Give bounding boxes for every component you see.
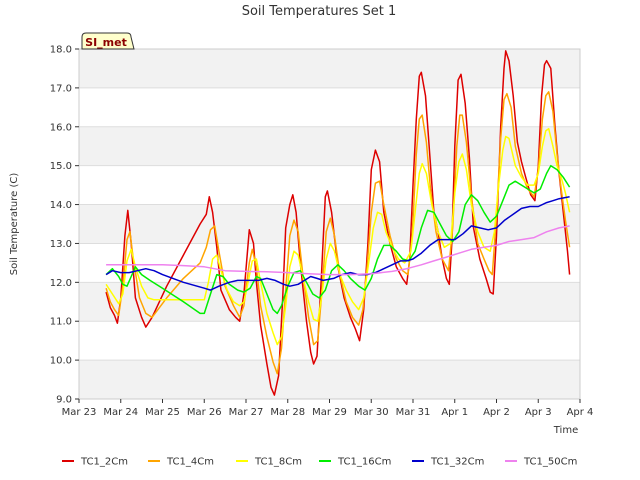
grid-band bbox=[79, 126, 580, 166]
y-tick-label: 13.0 bbox=[50, 239, 72, 250]
grid-band bbox=[79, 360, 580, 399]
grid-bands bbox=[79, 48, 580, 400]
y-tick-label: 18.0 bbox=[50, 45, 72, 56]
y-tick-label: 10.0 bbox=[50, 356, 72, 367]
y-tick-label: 12.0 bbox=[50, 278, 72, 289]
x-axis-ticks: Mar 23 Mar 24 Mar 25 Mar 26 Mar 27 Mar 28 Mar … bbox=[62, 399, 594, 418]
site-label-badge: SI_met bbox=[81, 32, 135, 50]
series-line-tc1-32cm bbox=[105, 196, 570, 291]
y-tick-label: 16.0 bbox=[50, 122, 72, 133]
series-line-tc1-4cm bbox=[105, 91, 571, 375]
x-tick-label: Mar 30 bbox=[354, 407, 389, 418]
x-tick-label: Apr 4 bbox=[567, 407, 594, 418]
x-tick-label: Apr 1 bbox=[441, 407, 468, 418]
x-tick-label: Mar 31 bbox=[396, 407, 431, 418]
y-tick-label: 14.0 bbox=[50, 200, 72, 211]
y-axis-ticks: 9.0 10.0 11.0 12.0 13.0 14.0 15.0 16.0 17.0 18.0 bbox=[50, 45, 79, 406]
x-tick-label: Apr 3 bbox=[525, 407, 552, 418]
site-label-box bbox=[81, 32, 135, 50]
series-line-tc1-8cm bbox=[105, 127, 571, 346]
grid-band bbox=[79, 204, 580, 244]
y-axis-label: Soil Temperature (C) bbox=[9, 173, 20, 276]
x-tick-label: Mar 27 bbox=[229, 407, 264, 418]
grid-band bbox=[79, 49, 580, 88]
y-tick-label: 15.0 bbox=[50, 161, 72, 172]
legend-label: TC1_8Cm bbox=[254, 457, 302, 468]
site-label: SI_met bbox=[85, 36, 127, 49]
x-tick-label: Mar 26 bbox=[187, 407, 222, 418]
x-tick-label: Mar 24 bbox=[103, 407, 138, 418]
x-tick-label: Mar 25 bbox=[145, 407, 180, 418]
x-tick-label: Apr 2 bbox=[483, 407, 510, 418]
x-axis-label: Time bbox=[553, 425, 578, 436]
x-tick-label: Mar 29 bbox=[312, 407, 347, 418]
legend: TC1_2Cm TC1_4Cm TC1_8Cm TC1_16Cm TC1_32Cm TC1… bbox=[62, 457, 577, 468]
series-layer bbox=[105, 50, 571, 396]
legend-label: TC1_50Cm bbox=[523, 457, 577, 468]
y-tick-label: 17.0 bbox=[50, 83, 72, 94]
chart-title: Soil Temperatures Set 1 bbox=[242, 4, 397, 19]
legend-label: TC1_32Cm bbox=[430, 457, 484, 468]
series-line-tc1-50cm bbox=[106, 225, 570, 276]
legend-label: TC1_4Cm bbox=[166, 457, 214, 468]
legend-label: TC1_2Cm bbox=[80, 457, 128, 468]
series-line-tc1-2cm bbox=[105, 50, 571, 396]
legend-label: TC1_16Cm bbox=[337, 457, 391, 468]
x-tick-label: Mar 28 bbox=[270, 407, 305, 418]
x-tick-label: Mar 23 bbox=[62, 407, 97, 418]
y-tick-label: 9.0 bbox=[56, 395, 72, 406]
y-tick-label: 11.0 bbox=[50, 317, 72, 328]
